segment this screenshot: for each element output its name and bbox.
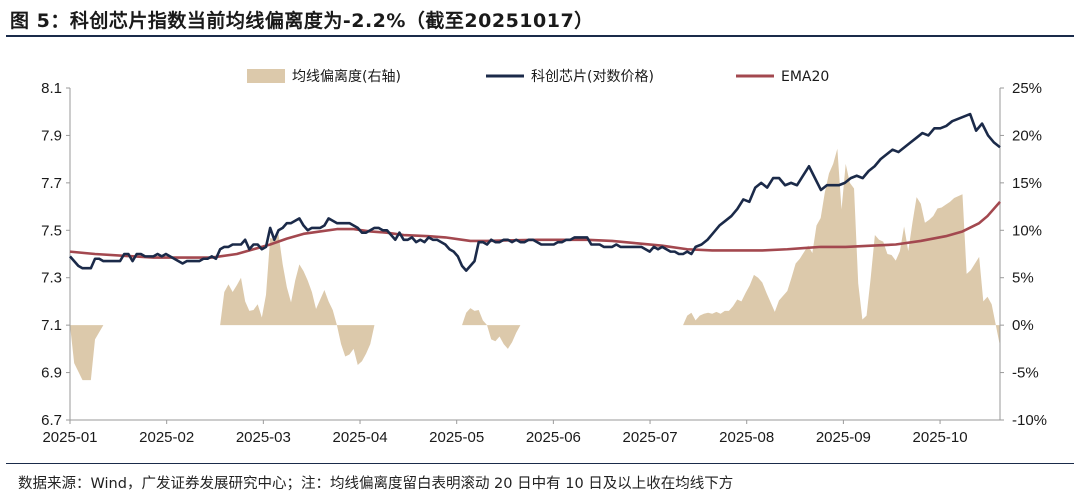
footer-divider [6, 463, 1074, 464]
legend-label-deviation: 均线偏离度(右轴) [292, 68, 401, 85]
x-tick-label: 2025-04 [332, 429, 387, 446]
x-tick-label: 2025-10 [913, 429, 968, 446]
left-tick-label: 8.1 [41, 80, 62, 97]
deviation-area [70, 148, 1000, 381]
legend-label-ema: EMA20 [781, 69, 829, 85]
chart-title: 图 5：科创芯片指数当前均线偏离度为-2.2%（截至20251017） [10, 10, 594, 32]
ema20-line [69, 200, 1001, 259]
left-tick-label: 7.7 [41, 175, 62, 192]
right-tick-label: -5% [1012, 365, 1039, 382]
x-tick-label: 2025-05 [429, 429, 484, 446]
index-price-line [69, 112, 1001, 272]
x-tick-label: 2025-02 [139, 429, 194, 446]
lines-layer [69, 112, 1001, 272]
right-tick-label: -10% [1012, 412, 1047, 429]
x-tick-label: 2025-01 [42, 429, 97, 446]
right-tick-label: 20% [1012, 127, 1042, 144]
x-tick-label: 2025-06 [526, 429, 581, 446]
left-tick-label: 7.1 [41, 317, 62, 334]
x-tick-label: 2025-08 [719, 429, 774, 446]
left-tick-label: 7.5 [41, 222, 62, 239]
right-tick-label: 25% [1012, 80, 1042, 97]
right-tick-label: 15% [1012, 175, 1042, 192]
axes-layer: 6.7 6.9 7.1 7.3 7.5 7.7 7.9 8.1 -10% -5% 0% 5% 10% 15… [41, 80, 1047, 446]
right-tick-label: 5% [1012, 270, 1034, 287]
right-tick-label: 10% [1012, 222, 1042, 239]
x-tick-label: 2025-07 [623, 429, 678, 446]
title-divider [6, 35, 1074, 37]
left-tick-label: 6.7 [41, 412, 62, 429]
left-tick-label: 7.3 [41, 270, 62, 287]
left-tick-label: 6.9 [41, 365, 62, 382]
legend-label-index: 科创芯片(对数价格) [531, 69, 654, 85]
deviation-area-layer [70, 148, 1000, 381]
x-tick-label: 2025-03 [236, 429, 291, 446]
legend: 均线偏离度(右轴) 科创芯片(对数价格) EMA20 [247, 68, 829, 85]
legend-swatch-deviation [247, 69, 285, 83]
source-note: 数据来源：Wind，广发证券发展研究中心；注：均线偏离度留白表明滚动 20 日中… [18, 476, 734, 492]
left-tick-label: 7.9 [41, 127, 62, 144]
x-tick-label: 2025-09 [816, 429, 871, 446]
right-tick-label: 0% [1012, 317, 1034, 334]
